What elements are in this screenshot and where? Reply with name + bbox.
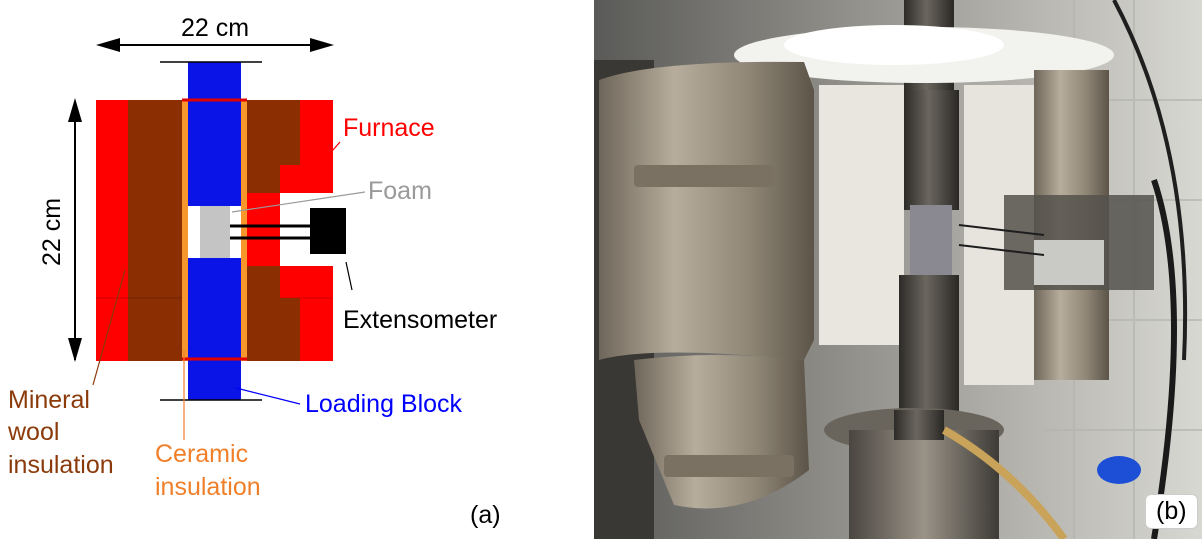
furnace-schematic: 22 cm 22 cm bbox=[7, 14, 501, 529]
extensometer-label: Extensometer bbox=[343, 306, 497, 334]
foam-leader bbox=[231, 191, 366, 213]
extensometer bbox=[230, 208, 346, 254]
panel-a-tag: (a) bbox=[470, 501, 501, 529]
furnace-leader bbox=[325, 141, 341, 159]
width-dimension-label: 22 cm bbox=[181, 14, 249, 42]
mineral-wool-label-line1: Mineral bbox=[8, 386, 90, 414]
panel-b-tag: (b) bbox=[1145, 494, 1198, 529]
ceramic-label-line2: insulation bbox=[155, 473, 261, 501]
foam-label: Foam bbox=[368, 177, 432, 205]
foam-specimen bbox=[200, 206, 230, 258]
loading-block-label: Loading Block bbox=[305, 390, 463, 418]
width-dimension bbox=[96, 38, 334, 52]
loading-block-leader bbox=[235, 387, 301, 405]
loading-block bbox=[188, 62, 241, 400]
ceramic-label-line1: Ceramic bbox=[155, 440, 248, 468]
furnace-label: Furnace bbox=[343, 114, 435, 142]
mineral-wool-leader bbox=[92, 269, 126, 386]
height-dimension bbox=[68, 98, 82, 362]
mineral-wool-label-line3: insulation bbox=[8, 451, 114, 479]
mineral-wool-insulation bbox=[128, 100, 300, 361]
extensometer-leader bbox=[345, 261, 353, 291]
ceramic-insulation bbox=[182, 100, 247, 361]
mineral-wool-label-line2: wool bbox=[7, 418, 59, 446]
furnace-photo bbox=[594, 0, 1202, 539]
height-dimension-label: 22 cm bbox=[38, 198, 66, 266]
